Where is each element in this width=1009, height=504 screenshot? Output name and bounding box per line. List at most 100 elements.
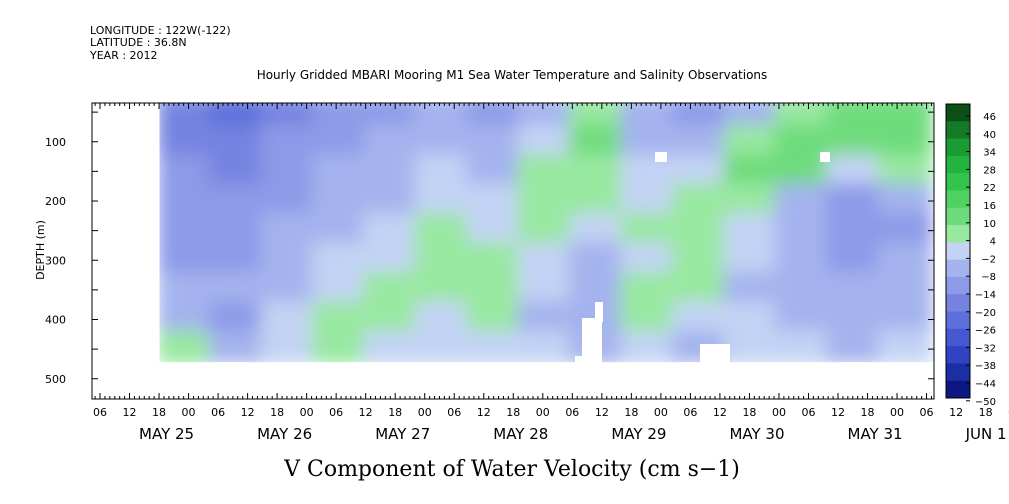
colorbar-frame [945, 103, 971, 399]
heatmap-cell [620, 271, 676, 306]
heatmap-cell [620, 103, 676, 129]
colorbar-swatch [946, 294, 970, 313]
colorbar-label: −20 [975, 308, 996, 319]
heatmap-cell [671, 154, 728, 188]
heatmap-cell [414, 154, 471, 188]
colorbar-label: 10 [983, 219, 996, 230]
heatmap-cell [877, 103, 933, 129]
heatmap-cell [517, 330, 573, 365]
x-date-label: MAY 29 [611, 425, 666, 443]
heatmap-cell [517, 103, 573, 129]
heatmap-cell [466, 103, 522, 129]
missing-data-patch [582, 318, 602, 388]
heatmap-cell [157, 183, 213, 217]
heatmap-cell [414, 103, 471, 129]
heatmap-cell [414, 124, 471, 159]
heatmap-cell [723, 154, 779, 188]
heatmap-cell [363, 124, 419, 159]
heatmap-cell [209, 242, 265, 276]
x-hour-tick-label: 06 [447, 406, 461, 419]
x-date-label: MAY 26 [257, 425, 312, 443]
heatmap-cell [517, 301, 573, 335]
colorbar-swatch [946, 346, 970, 364]
heatmap-cell [209, 124, 265, 159]
colorbar-swatch [946, 190, 970, 209]
missing-data-patch [595, 302, 603, 322]
heatmap-cell [209, 301, 265, 335]
chart-title: Hourly Gridded MBARI Mooring M1 Sea Wate… [257, 68, 768, 82]
heatmap-cell [826, 183, 882, 217]
colorbar-label: 4 [990, 237, 996, 248]
heatmap-cell [157, 124, 213, 159]
colorbar-swatch [946, 380, 970, 399]
heatmap-cell [723, 330, 779, 365]
heatmap-cell [826, 330, 882, 365]
colorbar-swatch [946, 363, 970, 382]
no-data-bottom [92, 362, 934, 399]
missing-data-patch [575, 356, 587, 368]
heatmap-cell [311, 154, 368, 188]
heatmap-cell [414, 271, 471, 306]
heatmap-cell [671, 183, 728, 217]
heatmap-cell [569, 271, 625, 306]
heatmap-cell [620, 154, 676, 188]
x-hour-tick-label: 00 [418, 406, 432, 419]
colorbar-swatch [946, 311, 970, 330]
x-hour-tick-label: 12 [595, 406, 609, 419]
colorbar-label: −44 [975, 379, 996, 390]
x-axis-label: V Component of Water Velocity (cm s−1) [283, 457, 740, 482]
colorbar-label: −2 [981, 254, 996, 265]
x-date-label: JUN 1 [965, 425, 1007, 443]
heatmap-cell [157, 330, 213, 365]
heatmap-cell [260, 103, 316, 129]
heatmap-cell [414, 213, 471, 247]
heatmap-cell [620, 242, 676, 276]
year-label: YEAR : 2012 [89, 49, 158, 62]
heatmap-cell [157, 154, 213, 188]
x-hour-tick-label: 12 [831, 406, 845, 419]
x-hour-tick-label: 06 [211, 406, 225, 419]
colorbar-label: −14 [975, 290, 996, 301]
heatmap-cell [209, 271, 265, 306]
heatmap-cell [620, 330, 676, 365]
heatmap-cell [311, 242, 368, 276]
x-date-label: MAY 25 [139, 425, 194, 443]
heatmap-cell [723, 301, 779, 335]
x-hour-tick-label: 06 [329, 406, 343, 419]
heatmap-cell [363, 154, 419, 188]
x-hour-tick-label: 18 [152, 406, 166, 419]
colorbar-swatch [946, 242, 970, 261]
heatmap-cell [260, 330, 316, 365]
heatmap-cell [209, 330, 265, 365]
heatmap-cell [671, 271, 728, 306]
heatmap-cell [774, 330, 831, 365]
heatmap-cell [517, 183, 573, 217]
heatmap-cell [157, 213, 213, 247]
heatmap-cell [877, 301, 933, 335]
heatmap-cell [414, 183, 471, 217]
x-hour-tick-label: 06 [801, 406, 815, 419]
colorbar-label: −38 [975, 361, 996, 372]
colorbar-swatch [946, 155, 970, 174]
x-hour-tick-label: 18 [388, 406, 402, 419]
heatmap-cell [311, 183, 368, 217]
heatmap-cell [363, 213, 419, 247]
colorbar-label: −50 [975, 397, 996, 408]
y-axis-ticks: 100 200 300 400 500 [45, 111, 934, 386]
heatmap-cell [774, 271, 831, 306]
heatmap-cell [311, 271, 368, 306]
heatmap-cell [363, 330, 419, 365]
heatmap-cell [826, 242, 882, 276]
heatmap-cell [209, 154, 265, 188]
heatmap-cell [311, 124, 368, 159]
x-hour-tick-label: 18 [742, 406, 756, 419]
heatmap-cell [826, 213, 882, 247]
x-hour-tick-label: 06 [920, 406, 934, 419]
heatmap-cell [569, 183, 625, 217]
heatmap-cell [466, 124, 522, 159]
heatmap-cell [774, 103, 831, 129]
colorbar-swatch [946, 104, 970, 122]
heatmap-cell [157, 271, 213, 306]
x-hour-tick-label: 06 [93, 406, 107, 419]
colorbar-label: 22 [983, 183, 996, 194]
